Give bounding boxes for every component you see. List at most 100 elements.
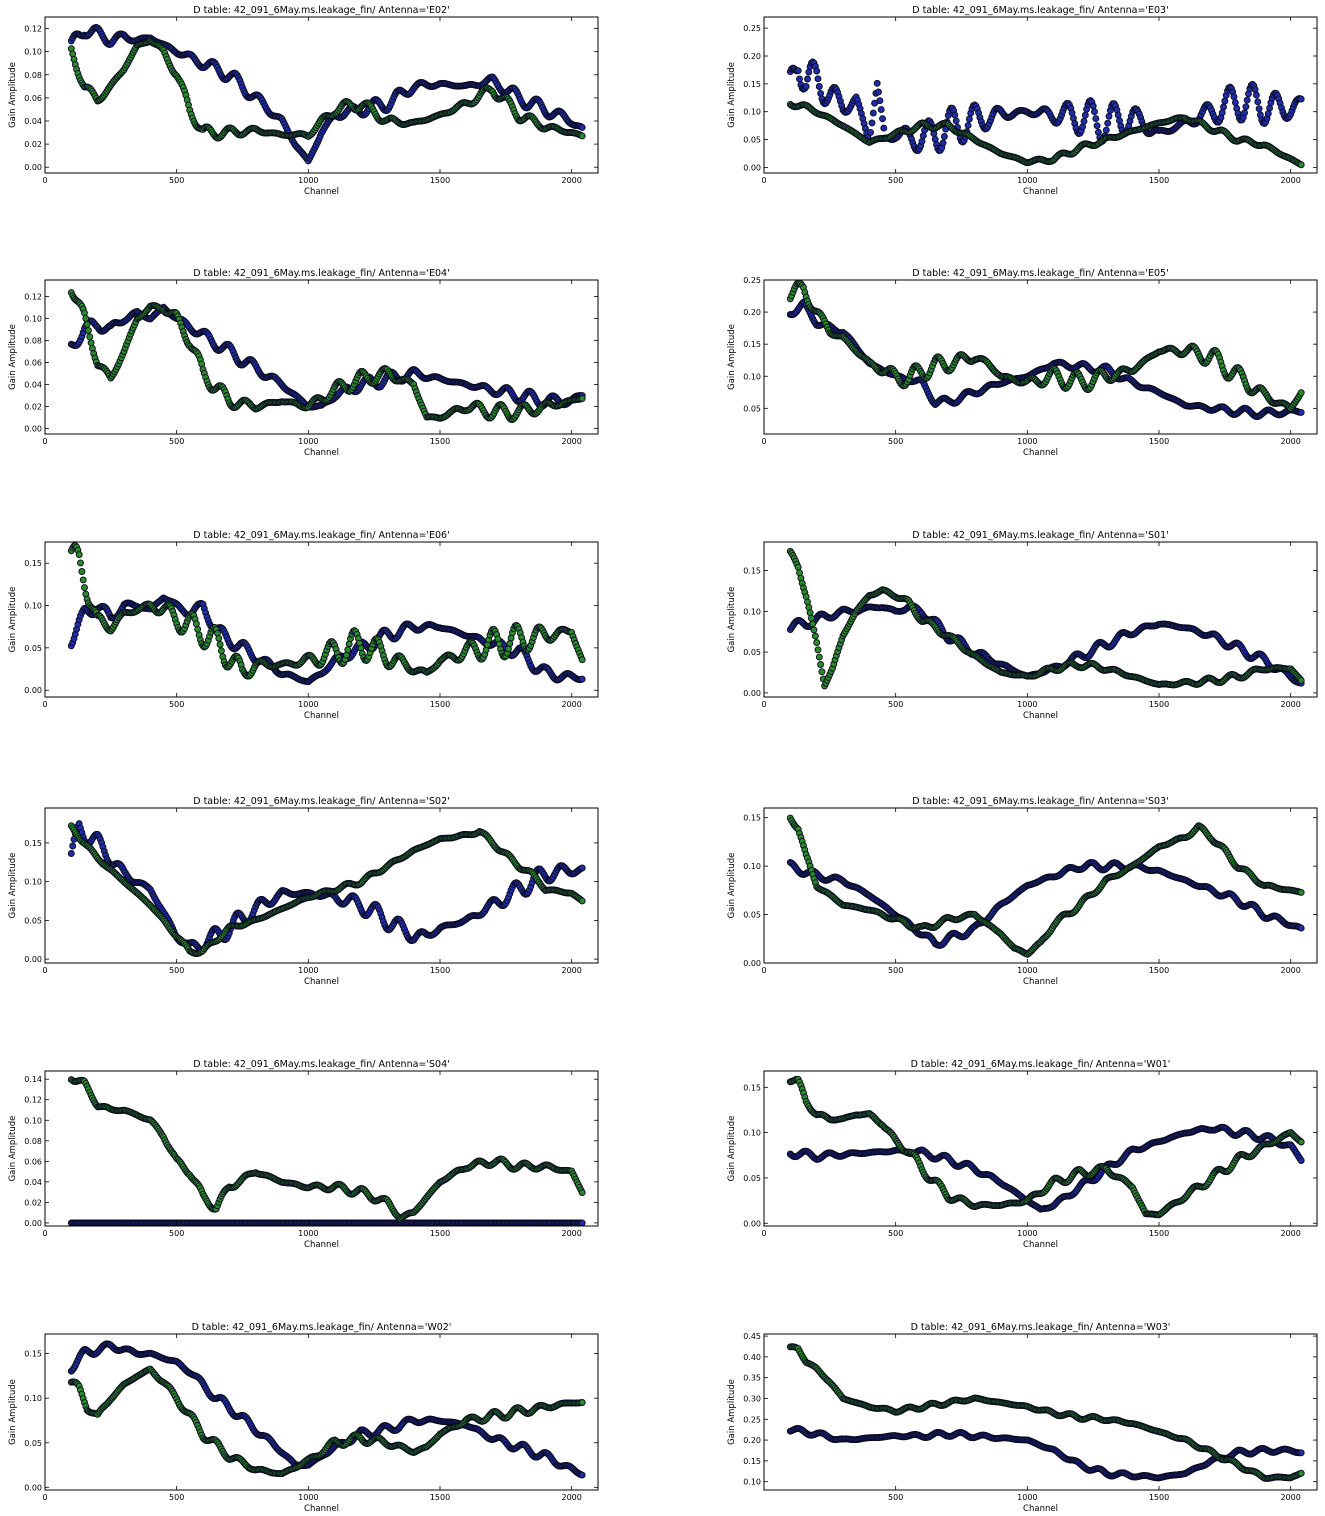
y-tick-label: 0.04 — [24, 117, 42, 126]
x-axis-label: Channel — [1023, 187, 1058, 197]
y-tick-label: 0.12 — [24, 293, 42, 302]
series-green — [786, 547, 1305, 690]
plot-title: D table: 42_091_6May.ms.leakage_fin/ Ant… — [193, 268, 449, 279]
y-axis-label: Gain Amplitude — [727, 324, 737, 390]
data-point — [811, 632, 819, 640]
subplot-panel: D table: 42_091_6May.ms.leakage_fin/ Ant… — [8, 268, 599, 458]
y-tick-label: 0.00 — [24, 163, 42, 172]
data-point — [1218, 109, 1226, 117]
x-tick-label: 2000 — [1280, 176, 1300, 185]
data-point — [817, 661, 825, 668]
data-point — [879, 115, 886, 123]
data-point — [82, 314, 90, 322]
data-point — [918, 137, 926, 145]
data-point — [794, 67, 802, 75]
series-group — [67, 24, 586, 165]
series-green — [786, 279, 1305, 412]
x-tick-label: 0 — [761, 176, 766, 185]
data-point — [1114, 111, 1122, 119]
data-point — [805, 68, 813, 76]
series-group — [786, 58, 1305, 169]
y-tick-label: 0.05 — [743, 404, 761, 413]
x-tick-label: 1000 — [1017, 176, 1037, 185]
data-point — [813, 67, 821, 75]
data-point — [873, 79, 881, 87]
data-point — [75, 551, 83, 559]
y-tick-label: 0.02 — [24, 140, 42, 149]
x-axis-label: Channel — [304, 187, 339, 197]
data-point — [796, 75, 803, 83]
data-point — [1080, 117, 1088, 125]
data-point — [1221, 97, 1229, 105]
x-tick-label: 1000 — [1017, 437, 1037, 446]
y-axis-label: Gain Amplitude — [8, 324, 18, 390]
data-point — [818, 668, 826, 676]
y-tick-label: 0.10 — [743, 607, 761, 616]
y-tick-label: 0.20 — [743, 308, 761, 317]
plot-title: D table: 42_091_6May.ms.leakage_fin/ Ant… — [193, 796, 449, 807]
data-point — [1297, 408, 1305, 416]
data-point — [87, 339, 95, 347]
y-tick-label: 0.06 — [24, 94, 42, 103]
x-tick-label: 1000 — [1017, 700, 1037, 709]
subplot-panel: D table: 42_091_6May.ms.leakage_fin/ Ant… — [727, 268, 1318, 458]
data-point — [814, 75, 822, 83]
x-tick-label: 0 — [42, 176, 47, 185]
data-point — [1264, 110, 1272, 118]
plot-title: D table: 42_091_6May.ms.leakage_fin/ Ant… — [912, 5, 1168, 16]
y-tick-label: 0.00 — [743, 689, 761, 698]
data-point — [814, 646, 822, 654]
data-point — [964, 121, 972, 129]
x-axis-label: Channel — [304, 448, 339, 458]
data-point — [1089, 102, 1097, 110]
data-point — [875, 88, 882, 96]
data-point — [1297, 389, 1305, 397]
subplot-panel: D table: 42_091_6May.ms.leakage_fin/ Ant… — [727, 5, 1318, 197]
subplot-panel: D table: 42_091_6May.ms.leakage_fin/ Ant… — [8, 530, 599, 721]
data-point — [84, 327, 92, 334]
y-tick-label: 0.10 — [743, 372, 761, 381]
data-point — [192, 620, 200, 628]
data-point — [215, 634, 223, 642]
subplot-panel: D table: 42_091_6May.ms.leakage_fin/ Ant… — [8, 796, 599, 987]
data-point — [506, 640, 514, 647]
data-point — [578, 123, 586, 131]
x-tick-label: 1500 — [430, 176, 450, 185]
plot-title: D table: 42_091_6May.ms.leakage_fin/ Ant… — [912, 530, 1168, 541]
subplot-panel: D table: 42_091_6May.ms.leakage_fin/ Ant… — [8, 5, 599, 197]
y-tick-label: 0.00 — [24, 425, 42, 434]
data-point — [809, 620, 817, 628]
data-point — [69, 842, 77, 850]
data-point — [1220, 103, 1227, 111]
x-tick-label: 500 — [169, 437, 184, 446]
data-point — [868, 119, 876, 127]
data-point — [965, 115, 973, 123]
data-point — [1242, 103, 1250, 111]
data-point — [578, 395, 586, 402]
data-point — [1081, 111, 1089, 119]
series-group — [67, 289, 586, 423]
data-point — [79, 576, 87, 584]
data-point — [1297, 95, 1305, 103]
data-point — [1093, 122, 1101, 130]
data-point — [77, 559, 84, 567]
x-tick-label: 500 — [169, 176, 184, 185]
data-point — [81, 584, 88, 592]
data-point — [794, 563, 802, 571]
x-tick-label: 2000 — [561, 700, 581, 709]
y-axis-label: Gain Amplitude — [8, 587, 18, 653]
y-tick-label: 0.20 — [743, 52, 761, 61]
x-tick-label: 500 — [169, 700, 184, 709]
data-point — [1092, 115, 1100, 123]
data-point — [880, 124, 888, 132]
data-point — [806, 609, 814, 617]
data-point — [216, 641, 224, 648]
y-tick-label: 0.15 — [743, 567, 761, 576]
data-point — [1104, 119, 1112, 127]
x-tick-label: 1500 — [1149, 437, 1169, 446]
data-point — [810, 626, 818, 634]
data-point — [1254, 98, 1262, 106]
y-tick-label: 0.25 — [743, 24, 761, 33]
data-point — [877, 106, 885, 114]
x-axis-label: Channel — [1023, 448, 1058, 458]
